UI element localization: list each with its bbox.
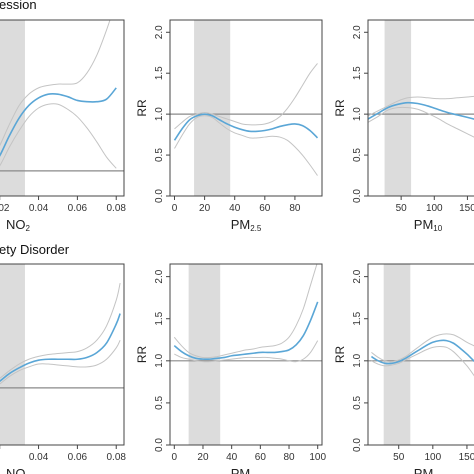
x-tick-label: 100 <box>424 452 441 463</box>
x-tick-label: 0.04 <box>29 452 49 463</box>
upper-ci-line <box>0 20 111 147</box>
x-tick-label: 50 <box>396 203 408 214</box>
reference-shade <box>188 264 221 445</box>
row-title-bottom: ety Disorder <box>0 242 70 257</box>
plot-frame <box>0 263 125 446</box>
lower-ci-line <box>174 115 318 176</box>
plot-frame <box>367 263 474 446</box>
x-axis-label: NO2 <box>6 217 31 233</box>
rr-estimate-line <box>173 301 319 361</box>
y-tick-label: 1.0 <box>352 353 363 367</box>
chart-panel-0-1: 0 20 40 60 80 0.0 0.5 1.0 1.5 2.0 PM2.5 RR <box>135 19 323 233</box>
x-axis-label: PM2.5 <box>231 466 262 474</box>
y-tick-label: 2.0 <box>352 25 363 39</box>
y-axis-label: RR <box>135 346 149 364</box>
x-tick-label: 0 <box>172 452 178 463</box>
x-tick-label: 0.08 <box>106 452 126 463</box>
plot-frame <box>0 19 125 197</box>
x-tick-label: 80 <box>289 203 301 214</box>
chart-panel-0-0: 0.02 0.04 0.06 0.08 NO2 <box>0 19 126 233</box>
x-tick-label: 150 <box>459 452 474 463</box>
upper-ci-line <box>174 63 318 130</box>
x-axis-label: PM2.5 <box>231 217 262 233</box>
reference-shade <box>0 20 25 196</box>
x-tick-label: 80 <box>283 452 295 463</box>
x-tick-label: 60 <box>255 452 267 463</box>
x-tick-label: 40 <box>226 452 238 463</box>
lower-ci-line <box>174 340 319 363</box>
y-tick-label: 0.0 <box>154 189 165 203</box>
x-tick-label: 100 <box>426 203 443 214</box>
x-tick-label: 0.06 <box>68 452 88 463</box>
x-tick-label: 0.08 <box>106 203 126 214</box>
x-tick-label: 0.02 <box>0 203 10 214</box>
y-tick-label: 1.0 <box>352 107 363 121</box>
y-tick-label: 1.0 <box>154 353 165 367</box>
y-tick-label: 1.5 <box>352 311 363 325</box>
chart-panel-1-0: 0.04 0.06 0.08 NO2 <box>0 263 126 474</box>
y-tick-label: 1.0 <box>154 107 165 121</box>
upper-ci-line <box>368 95 474 117</box>
plot-frame <box>367 19 474 197</box>
y-tick-label: 0.5 <box>352 148 363 162</box>
y-tick-label: 2.0 <box>154 25 165 39</box>
reference-shade <box>0 264 25 445</box>
x-tick-label: 0.04 <box>29 203 49 214</box>
chart-panel-0-2: 50 100 150 0.0 0.5 1.0 1.5 2.0 PM10 RR <box>333 19 474 233</box>
y-axis-label: RR <box>135 99 149 117</box>
rr-estimate-line <box>368 101 474 120</box>
chart-panel-1-2: 50 100 150 0.0 0.5 1.0 1.5 2.0 PM10 RR <box>333 263 474 474</box>
x-tick-label: 0.06 <box>68 203 88 214</box>
chart-panel-1-1: 0 20 40 60 80 100 0.0 0.5 1.0 1.5 2.0 PM2.5 RR <box>135 263 326 474</box>
rr-estimate-line <box>0 87 117 157</box>
y-tick-label: 0.0 <box>154 438 165 452</box>
row-title-top: ession <box>0 0 37 12</box>
x-tick-label: 40 <box>229 203 241 214</box>
lower-ci-line <box>371 345 474 377</box>
y-axis-label: RR <box>333 99 347 117</box>
plot-frame <box>169 19 323 197</box>
lower-ci-line <box>368 106 474 138</box>
rr-estimate-line <box>370 339 474 365</box>
y-axis-label: RR <box>333 346 347 364</box>
x-axis-label: PM10 <box>414 466 443 474</box>
rr-estimate-line <box>0 313 121 382</box>
y-tick-label: 0.0 <box>352 438 363 452</box>
rr-estimate-line <box>173 113 319 141</box>
x-axis-label: NO2 <box>6 466 31 474</box>
x-tick-label: 150 <box>459 203 474 214</box>
upper-ci-line <box>0 282 121 379</box>
y-tick-label: 0.5 <box>154 148 165 162</box>
y-tick-label: 0.5 <box>154 396 165 410</box>
y-tick-label: 0.5 <box>352 396 363 410</box>
upper-ci-line <box>371 333 474 363</box>
reference-shade <box>383 264 411 445</box>
y-tick-label: 2.0 <box>154 269 165 283</box>
x-tick-label: 20 <box>199 203 211 214</box>
lower-ci-line <box>0 339 121 385</box>
reference-shade <box>194 20 231 196</box>
x-tick-label: 20 <box>197 452 209 463</box>
y-tick-label: 1.5 <box>154 66 165 80</box>
y-tick-label: 2.0 <box>352 269 363 283</box>
x-axis-label: PM10 <box>414 217 443 233</box>
x-tick-label: 100 <box>309 452 326 463</box>
x-tick-label: 60 <box>259 203 271 214</box>
y-tick-label: 1.5 <box>352 66 363 80</box>
y-tick-label: 0.0 <box>352 189 363 203</box>
upper-ci-line <box>173 264 318 359</box>
y-tick-label: 1.5 <box>154 311 165 325</box>
x-tick-label: 50 <box>393 452 405 463</box>
lower-ci-line <box>0 103 117 169</box>
plot-frame <box>169 263 323 446</box>
x-tick-label: 0 <box>172 203 178 214</box>
